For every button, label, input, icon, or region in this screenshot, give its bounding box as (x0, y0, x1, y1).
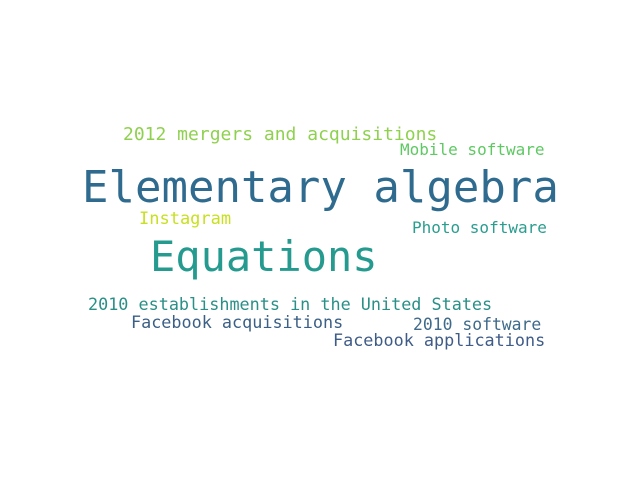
word-facebook-applications: Facebook applications (333, 330, 546, 350)
word-2012-mergers-and-acquisitions: 2012 mergers and acquisitions (123, 124, 438, 145)
word-2010-establishments-in-the-united-states: 2010 establishments in the United States (88, 294, 493, 314)
word-facebook-acquisitions: Facebook acquisitions (131, 312, 344, 332)
word-mobile-software: Mobile software (400, 140, 545, 159)
word-elementary-algebra: Elementary algebra (82, 162, 559, 213)
word-2010-software: 2010 software (413, 315, 542, 334)
word-equations: Equations (150, 232, 378, 281)
word-instagram: Instagram (139, 209, 232, 229)
word-photo-software: Photo software (412, 218, 547, 237)
